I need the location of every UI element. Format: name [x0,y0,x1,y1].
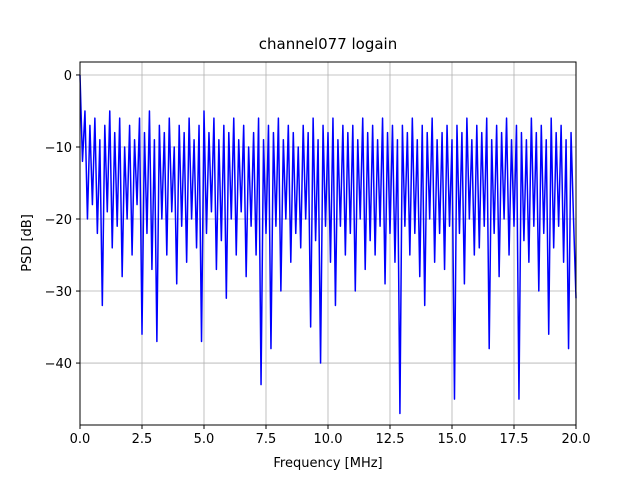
plot-frame [79,61,577,426]
x-axis-label: Frequency [MHz] [273,456,382,471]
x-tick-label: 10.0 [314,432,343,447]
y-axis-label: PSD [dB] [20,214,35,272]
x-tick-label: 5.0 [194,432,215,447]
y-tick-label: −10 [45,141,72,156]
line-series [79,74,577,415]
x-tick-label: 20.0 [562,432,591,447]
x-tick-label: 12.5 [376,432,405,447]
x-tick-label: 0.0 [70,432,91,447]
chart-title: channel077 logain [259,35,398,53]
x-tick-label: 7.5 [256,432,277,447]
y-tick-label: −20 [45,213,72,228]
y-tick-label: 0 [64,69,72,84]
x-tick-label: 15.0 [438,432,467,447]
y-tick-label: −30 [45,285,72,300]
x-tick-label: 2.5 [132,432,153,447]
y-tick-label: −40 [45,357,72,372]
x-tick-label: 17.5 [500,432,529,447]
